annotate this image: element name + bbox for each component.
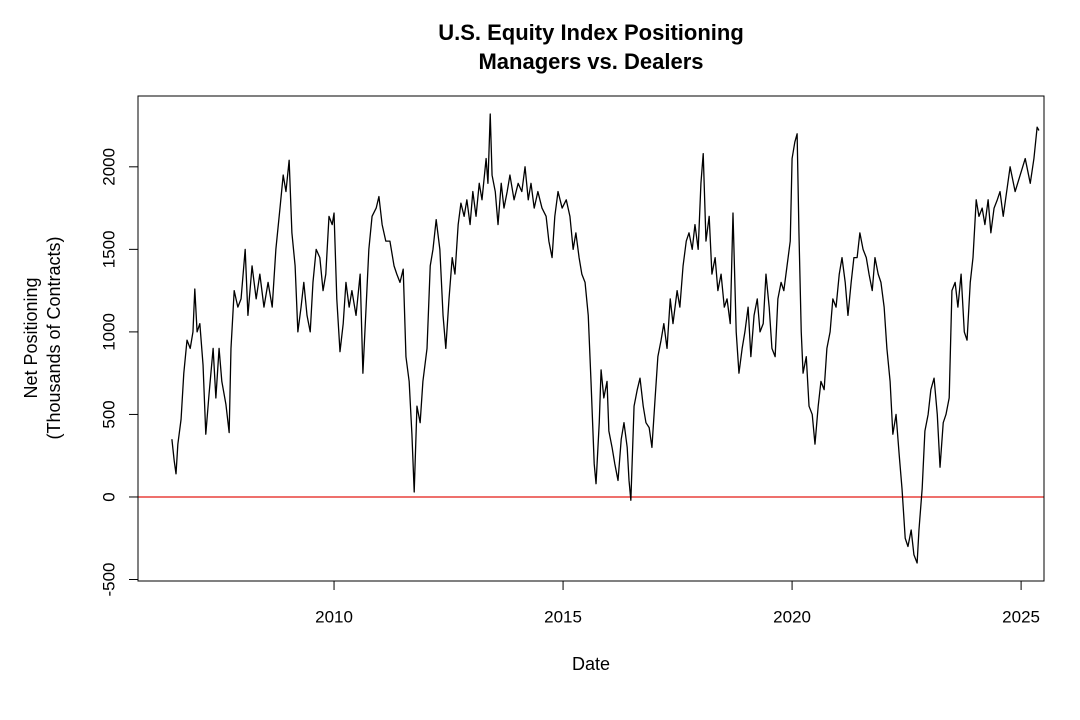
- x-tick-label: 2010: [315, 607, 353, 626]
- x-tick-label: 2020: [773, 607, 811, 626]
- y-tick-label: 1500: [99, 230, 118, 268]
- y-tick-label: 500: [99, 400, 118, 428]
- y-tick-label: 2000: [99, 148, 118, 186]
- y-tick-label: 1000: [99, 313, 118, 351]
- x-tick-label: 2025: [1002, 607, 1040, 626]
- chart-title: U.S. Equity Index Positioning: [438, 20, 744, 45]
- chart-subtitle: Managers vs. Dealers: [478, 49, 703, 74]
- y-tick-label: -500: [99, 562, 118, 596]
- x-axis-label: Date: [572, 654, 610, 674]
- y-axis-label: Net Positioning: [21, 277, 41, 398]
- data-line: [171, 113, 1040, 564]
- y-axis-label: (Thousands of Contracts): [44, 236, 64, 439]
- x-tick-label: 2015: [544, 607, 582, 626]
- plot-frame: [137, 95, 1045, 582]
- y-tick-label: 0: [99, 492, 118, 501]
